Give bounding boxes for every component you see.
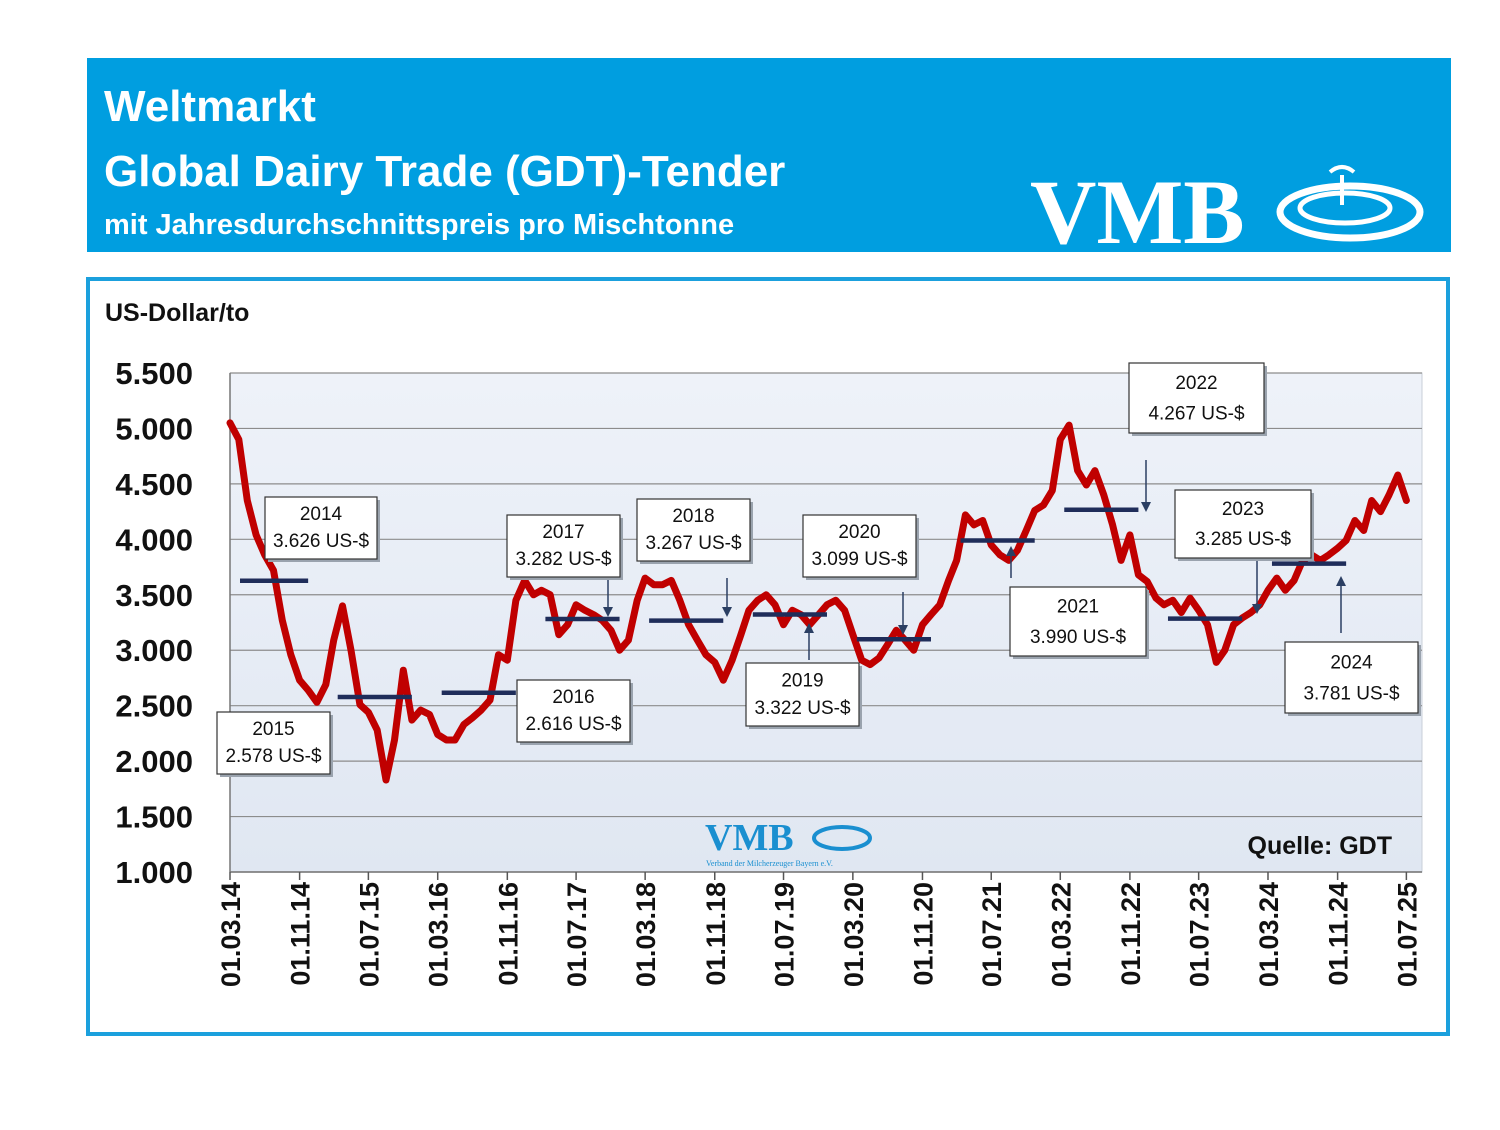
annotation-value: 3.626 US-$ xyxy=(273,531,370,552)
y-tick-label: 3.500 xyxy=(115,578,193,613)
y-tick-label: 1.500 xyxy=(115,800,193,835)
annotation-year: 2015 xyxy=(252,719,294,740)
x-tick-label: 01.07.19 xyxy=(770,882,800,987)
annotation-box xyxy=(1009,586,1147,657)
x-tick-label: 01.11.14 xyxy=(286,882,316,986)
logo: VMB xyxy=(1030,161,1245,263)
annotation-box xyxy=(264,496,378,560)
annotation-year: 2017 xyxy=(542,522,584,543)
x-tick-label: 01.03.16 xyxy=(424,882,454,987)
y-tick-label: 5.500 xyxy=(115,356,193,391)
annotation-value: 2.578 US-$ xyxy=(225,746,322,767)
annotation-value: 3.781 US-$ xyxy=(1303,684,1400,705)
y-tick-label: 5.000 xyxy=(115,411,193,446)
watermark-caption: Verband der Milcherzeuger Bayern e.V. xyxy=(706,859,833,868)
x-tick-label: 01.07.25 xyxy=(1392,882,1422,987)
x-tick-label: 01.07.17 xyxy=(562,882,592,987)
annotation-box xyxy=(745,662,860,727)
x-tick-label: 01.07.23 xyxy=(1185,882,1215,987)
x-tick-label: 01.03.20 xyxy=(839,882,869,987)
annotation-year: 2024 xyxy=(1330,652,1373,673)
y-tick-label: 4.000 xyxy=(115,522,193,557)
annotation-year: 2023 xyxy=(1222,499,1264,520)
watermark: VMB xyxy=(705,817,794,859)
header-subtitle: Global Dairy Trade (GDT)-Tender xyxy=(104,147,785,196)
annotation-year: 2014 xyxy=(300,504,343,525)
header-bar xyxy=(87,58,1451,252)
x-tick-label: 01.11.20 xyxy=(908,882,938,986)
header-title: Weltmarkt xyxy=(104,82,316,131)
x-tick-label: 01.11.18 xyxy=(701,882,731,986)
annotation-value: 4.267 US-$ xyxy=(1148,404,1245,425)
y-tick-label: 4.500 xyxy=(115,467,193,502)
annotation-box xyxy=(636,498,751,562)
x-tick-label: 01.07.21 xyxy=(977,882,1007,987)
source: Quelle: GDT xyxy=(1248,832,1392,860)
annotation-year: 2016 xyxy=(552,687,594,708)
x-tick-label: 01.03.24 xyxy=(1254,882,1284,987)
y-tick-label: 2.000 xyxy=(115,744,193,779)
header-note: mit Jahresdurchschnittspreis pro Mischto… xyxy=(104,209,734,241)
annotation-box xyxy=(216,711,331,775)
y-axis-label: US-Dollar/to xyxy=(105,299,249,327)
annotation-value: 3.099 US-$ xyxy=(811,549,908,570)
x-tick-label: 01.03.14 xyxy=(216,882,246,987)
annotation-value: 3.990 US-$ xyxy=(1030,627,1127,648)
x-tick-label: 01.11.24 xyxy=(1324,882,1354,986)
y-tick-label: 3.000 xyxy=(115,633,193,668)
annotation-year: 2020 xyxy=(838,522,880,543)
plot-area xyxy=(229,372,1423,873)
annotation-value: 3.267 US-$ xyxy=(645,533,742,554)
annotation-box xyxy=(802,514,917,578)
annotation-box xyxy=(1284,641,1419,714)
marks xyxy=(226,419,1410,784)
x-tick-label: 01.11.22 xyxy=(1116,882,1146,986)
annotation-value: 2.616 US-$ xyxy=(525,714,622,735)
annotation-year: 2022 xyxy=(1175,373,1217,394)
annotation-year: 2018 xyxy=(672,506,714,527)
annotation-value: 3.285 US-$ xyxy=(1195,529,1292,550)
annotation-box xyxy=(516,679,631,743)
annotation-year: 2021 xyxy=(1057,597,1099,618)
y-tick-label: 1.000 xyxy=(115,855,193,890)
x-tick-label: 01.03.22 xyxy=(1046,882,1076,987)
annotation-value: 3.282 US-$ xyxy=(515,549,612,570)
annotations: 2014 3.626 US-$ 2015 2.578 US-$ 2016 2.616 US… xyxy=(216,362,1421,777)
logo-swoosh xyxy=(1276,165,1424,242)
annotation-box xyxy=(1128,362,1265,434)
annotation-box xyxy=(506,514,621,578)
y-tick-label: 2.500 xyxy=(115,689,193,724)
watermark-swoosh xyxy=(812,825,872,851)
x-tick-label: 01.11.16 xyxy=(493,882,523,986)
annotation-box xyxy=(1174,489,1312,559)
x-tick-label: 01.07.15 xyxy=(354,882,384,987)
x-tick-label: 01.03.18 xyxy=(631,882,661,987)
annotation-year: 2019 xyxy=(781,670,823,691)
annotation-value: 3.322 US-$ xyxy=(754,698,851,719)
